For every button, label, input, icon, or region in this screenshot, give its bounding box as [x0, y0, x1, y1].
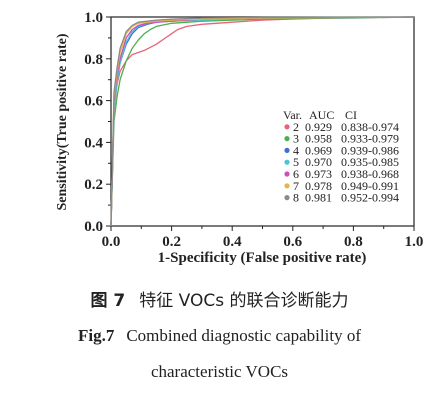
roc-curve-8 — [110, 16, 415, 227]
legend-var-6: 6 — [293, 167, 299, 181]
caption-chinese: 图 7 特征 VOCs 的联合诊断能力 — [0, 286, 439, 311]
legend-header-var: Var. — [283, 108, 302, 122]
x-tick-label: 0.6 — [283, 234, 302, 250]
caption-cn-text: 特征 VOCs 的联合诊断能力 — [139, 291, 349, 311]
legend-marker-7 — [284, 183, 290, 189]
x-tick-label: 0.0 — [102, 234, 121, 250]
legend-auc-3: 0.958 — [305, 132, 332, 146]
legend-ci-7: 0.949-0.991 — [341, 179, 399, 193]
legend-ci-4: 0.939-0.986 — [341, 143, 399, 157]
legend-ci-5: 0.935-0.985 — [341, 155, 399, 169]
caption-en-number: Fig.7 — [77, 326, 115, 345]
y-tick-label: 0.6 — [84, 94, 103, 110]
roc-curve-3 — [110, 16, 415, 227]
legend-var-3: 3 — [293, 132, 299, 146]
legend-marker-4 — [284, 147, 290, 153]
legend-marker-5 — [284, 159, 290, 165]
legend-marker-2 — [284, 124, 290, 130]
caption-cn-number: 图 7 — [90, 291, 126, 311]
legend-marker-3 — [284, 136, 290, 142]
legend-auc-8: 0.981 — [305, 191, 332, 205]
legend-header-auc: AUC — [309, 108, 334, 122]
legend-ci-3: 0.933-0.979 — [341, 132, 399, 146]
legend-auc-2: 0.929 — [305, 120, 332, 134]
legend-header-ci: CI — [345, 108, 357, 122]
y-tick-label: 0.2 — [84, 177, 103, 193]
legend-var-4: 4 — [293, 143, 299, 157]
legend-auc-6: 0.973 — [305, 167, 332, 181]
x-axis-label: 1-Specificity (False positive rate) — [158, 250, 367, 266]
legend-auc-7: 0.978 — [305, 179, 332, 193]
caption-english-line1: Fig.7 Combined diagnostic capability of — [0, 326, 439, 346]
legend-ci-2: 0.838-0.974 — [341, 120, 399, 134]
y-tick-label: 1.0 — [84, 10, 103, 26]
y-tick-label: 0.4 — [84, 135, 103, 151]
legend-marker-6 — [284, 171, 290, 177]
legend-auc-5: 0.970 — [305, 155, 332, 169]
legend-var-8: 8 — [293, 191, 299, 205]
roc-chart: 0.0 0.2 0.4 0.6 0.8 1.0 0.0 0.2 0.4 0.6 0.8 1.0 Var… — [55, 10, 423, 266]
legend-auc-4: 0.969 — [305, 143, 332, 157]
caption-en-text-2: characteristic VOCs — [150, 362, 289, 381]
legend-ci-8: 0.952-0.994 — [341, 191, 399, 205]
legend-var-2: 2 — [293, 120, 299, 134]
x-tick-label: 0.8 — [344, 234, 363, 250]
y-tick-label: 0.8 — [84, 52, 103, 68]
x-tick-label: 0.2 — [162, 234, 181, 250]
roc-curve-2 — [110, 16, 415, 227]
legend-marker-8 — [284, 195, 290, 201]
caption-en-text-1: Combined diagnostic capability of — [126, 326, 361, 345]
axis-ticks: 0.0 0.2 0.4 0.6 0.8 1.0 0.0 0.2 0.4 0.6 0.8 1.0 — [84, 10, 423, 250]
legend: Var. AUC CI 2 0.929 0.838-0.974 3 0.958 0.933-0.… — [283, 108, 399, 205]
legend-ci-6: 0.938-0.968 — [341, 167, 399, 181]
y-axis-label: Sensitivity(True positive rate) — [55, 33, 70, 210]
roc-curve-5 — [110, 16, 415, 227]
caption-english-line2: characteristic VOCs — [0, 362, 439, 382]
x-tick-label: 0.4 — [223, 234, 242, 250]
x-tick-label: 1.0 — [405, 234, 424, 250]
roc-curves — [110, 16, 415, 227]
y-tick-label: 0.0 — [84, 219, 103, 235]
legend-var-7: 7 — [293, 179, 299, 193]
legend-var-5: 5 — [293, 155, 299, 169]
